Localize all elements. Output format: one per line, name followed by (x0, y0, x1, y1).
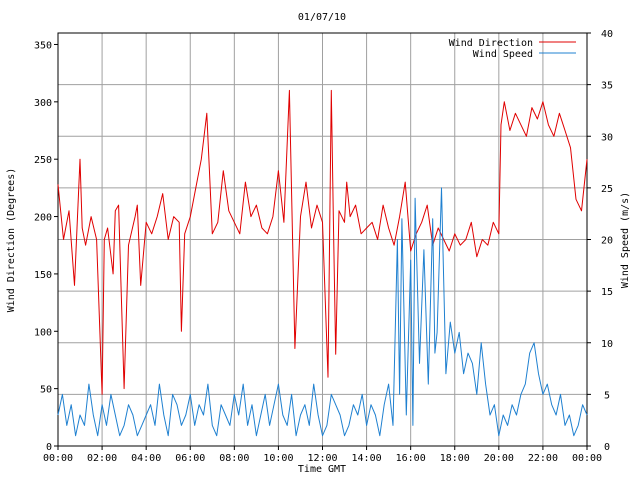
y-left-tick-label: 50 (40, 385, 52, 396)
chart-title: 01/07/10 (298, 12, 346, 23)
y-left-tick-label: 250 (34, 155, 52, 166)
y-left-tick-label: 300 (34, 98, 52, 109)
x-axis-ticks: 00:00 02:00 04:00 06:00 08:00 10:00 12:00 14:00… (43, 446, 602, 464)
x-tick-label: 12:00 (307, 453, 337, 464)
legend-label-wind-speed: Wind Speed (473, 49, 533, 60)
y-right-tick-label: 15 (601, 287, 613, 298)
y-left-tick-label: 100 (34, 327, 52, 338)
series-layer (57, 89, 588, 437)
y-right-tick-label: 5 (604, 390, 610, 401)
y-right-axis-ticks: 0 5 10 15 20 25 30 35 40 (587, 29, 613, 453)
y-right-tick-label: 10 (601, 339, 613, 350)
x-tick-label: 02:00 (87, 453, 117, 464)
x-axis-label: Time GMT (298, 464, 346, 475)
y-left-axis-ticks: 0 50 100 150 200 250 300 350 (34, 40, 58, 453)
y-left-tick-label: 350 (34, 40, 52, 51)
x-tick-label: 22:00 (528, 453, 558, 464)
x-tick-label: 20:00 (484, 453, 514, 464)
y-left-tick-label: 150 (34, 270, 52, 281)
x-tick-label: 18:00 (440, 453, 470, 464)
y-right-tick-label: 25 (601, 184, 613, 195)
y-right-axis-label: Wind Speed (m/s) (620, 192, 631, 288)
y-left-tick-label: 0 (46, 442, 52, 453)
x-tick-label: 14:00 (352, 453, 382, 464)
legend-label-wind-direction: Wind Direction (449, 38, 533, 49)
x-tick-label: 08:00 (219, 453, 249, 464)
x-tick-label: 06:00 (175, 453, 205, 464)
x-tick-label: 04:00 (131, 453, 161, 464)
y-right-tick-label: 30 (601, 132, 613, 143)
x-tick-label: 10:00 (263, 453, 293, 464)
legend: Wind Direction Wind Speed (449, 38, 576, 60)
x-tick-label: 00:00 (572, 453, 602, 464)
x-tick-label: 16:00 (396, 453, 426, 464)
y-right-tick-label: 20 (601, 236, 613, 247)
y-left-axis-label: Wind Direction (Degrees) (6, 168, 17, 313)
x-tick-label: 00:00 (43, 453, 73, 464)
y-right-tick-label: 40 (601, 29, 613, 40)
y-left-tick-label: 200 (34, 213, 52, 224)
y-right-tick-label: 0 (604, 442, 610, 453)
series-line-wind-direction (57, 89, 588, 395)
grid (58, 33, 587, 446)
series-line-wind-speed (57, 187, 588, 437)
y-right-tick-label: 35 (601, 81, 613, 92)
